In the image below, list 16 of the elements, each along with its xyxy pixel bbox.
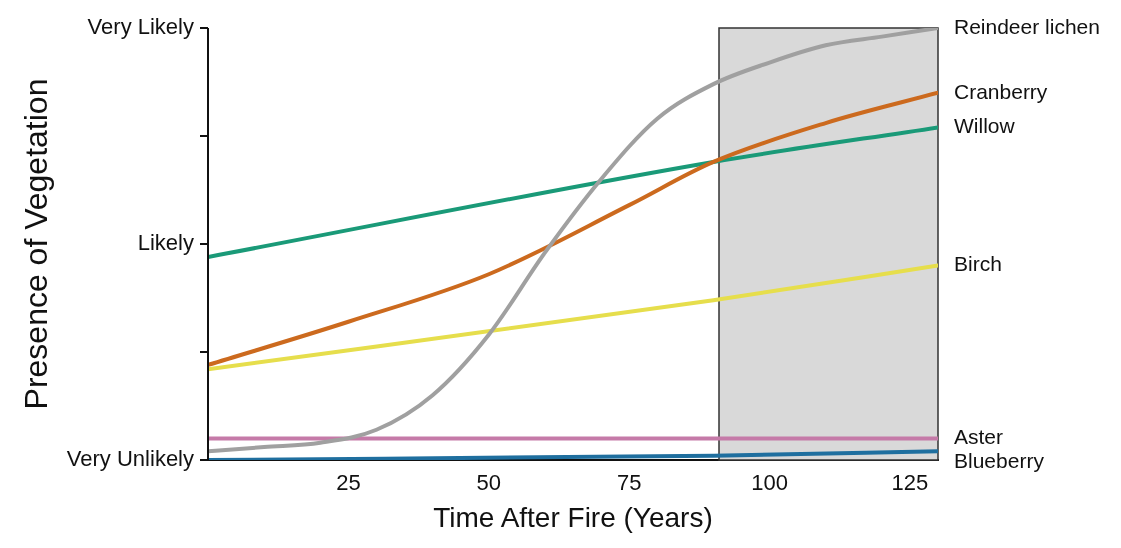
series-label: Cranberry xyxy=(954,79,1048,103)
text: Very Likely xyxy=(87,14,194,40)
x-tick-label: 25 xyxy=(336,470,361,496)
series-label: Aster xyxy=(954,425,1004,449)
text: Very Unlikely xyxy=(66,446,194,472)
series-label: Birch xyxy=(954,252,1002,276)
x-tick-label: 50 xyxy=(476,470,502,496)
x-tick-label: 100 xyxy=(751,470,788,496)
series-label: Blueberry xyxy=(954,449,1045,473)
x-axis-title: Time After Fire (Years) xyxy=(433,501,713,533)
series-label: Willow xyxy=(954,114,1016,138)
x-tick-label: 75 xyxy=(616,470,642,496)
y-axis-title: Presence of Vegetation xyxy=(17,78,54,410)
x-tick-label: 125 xyxy=(891,470,929,496)
text: Likely xyxy=(137,230,194,256)
series-label: Reindeer lichen xyxy=(954,14,1100,38)
